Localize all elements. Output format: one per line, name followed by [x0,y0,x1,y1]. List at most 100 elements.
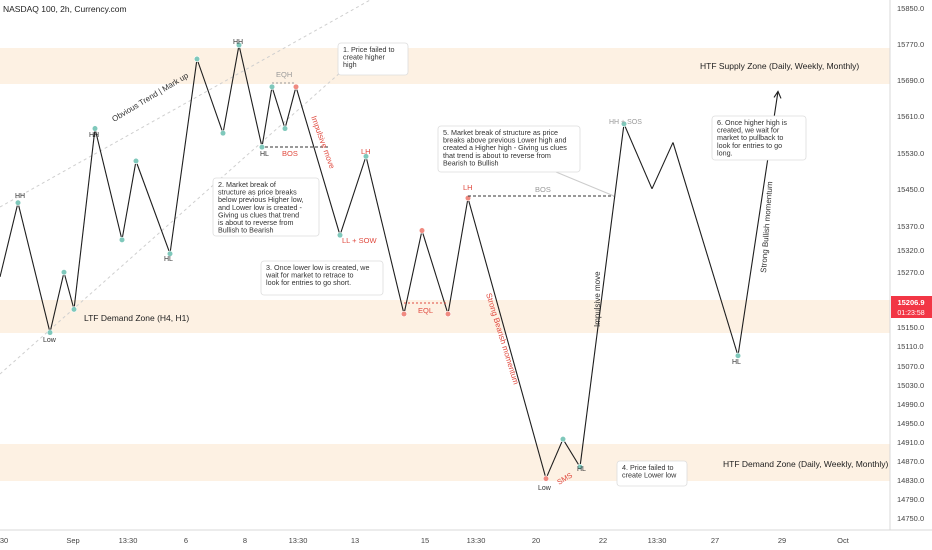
note-line: 2. Market break of [218,180,276,189]
swing-point [91,125,99,132]
note-line: 3. Once lower low is created, we [266,263,369,272]
time-tick: 13:30 [119,536,138,545]
price-segment [295,86,341,236]
htf-supply-zone-label: HTF Supply Zone (Daily, Weekly, Monthly) [700,61,859,71]
note-line: that trend is about to reverse from [443,151,551,160]
swing-point [268,83,276,90]
swing-point [46,329,54,336]
swing-point [292,83,300,90]
note-line: is about to reverse from [218,218,294,227]
price-segment [169,58,198,254]
price-segment [339,156,367,236]
note-box [616,460,688,487]
time-tick: 13 [351,536,359,545]
note-line: market to pullback to [717,133,783,142]
price-tick: 15450.0 [897,185,924,194]
swing-point [400,310,408,318]
swing-point [362,153,370,160]
price-tick: 14910.0 [897,438,924,447]
price-tick: 15070.0 [897,362,924,371]
price-segment [672,142,739,356]
trend-channel-lower [0,47,369,375]
note-line: below previous Higher low, [218,195,304,204]
price-segment [73,128,96,310]
swing-point [60,269,68,276]
time-tick: 30 [0,536,8,545]
note-line: wait for market to retrace to [265,271,353,280]
swing-point [258,143,266,151]
note-line: high [343,60,357,69]
note-line: create Lower low [622,471,677,480]
label-hh-sos: HH + SOS [609,119,642,126]
price-segment [196,58,224,134]
price-segment [365,156,405,315]
label-lh-2: LH [463,183,473,192]
price-segment [0,202,19,278]
price-tick: 15850.0 [897,4,924,13]
impulsive-move-label-2: Impulsive move [593,271,602,327]
ltf-demand-zone-label: LTF Demand Zone (H4, H1) [84,313,189,323]
note-line: Giving us clues that trend [218,210,299,219]
price-tick: 15530.0 [897,149,924,158]
label-hl-1: HL [164,256,173,263]
note-line: created a Higher high - Giving us clues [443,143,567,152]
swing-point [336,232,344,239]
trend-channel-upper [0,0,372,208]
note-line: 1. Price failed to [343,45,395,54]
swing-point [14,199,22,206]
time-axis-ticks: 30 Sep 13:30 6 8 13:30 13 15 13:30 20 22 13:30 27 29 O… [0,536,850,545]
time-tick: 15 [421,536,429,545]
htf-supply-zone [0,48,890,84]
swing-point [464,194,472,202]
price-segment [17,202,51,333]
price-path-layer [0,41,782,482]
time-tick: 22 [599,536,607,545]
label-hl-3: HL [577,466,586,473]
price-badge [891,296,932,318]
swing-point [118,236,126,243]
swing-point [132,157,140,165]
note-line: created, we wait for [717,126,780,135]
price-segment [238,44,263,148]
swing-point [418,227,426,234]
time-tick: 20 [532,536,540,545]
price-badge-value: 15206.9 [897,298,924,307]
price-tick: 14830.0 [897,476,924,485]
price-segment [447,197,469,315]
swing-point [542,475,550,482]
swing-point [235,41,243,49]
chart-title: NASDAQ 100, 2h, Currency.com [3,4,127,14]
price-segment [651,142,674,190]
price-segment [63,272,75,310]
note-line: Bearish to Bullish [443,158,499,167]
note-line: create higher [343,53,386,62]
note-box [437,125,581,173]
price-segment [271,86,286,129]
price-tick: 15610.0 [897,112,924,121]
time-tick: 29 [778,536,786,545]
price-tick: 15110.0 [897,342,924,351]
time-tick: 8 [243,536,247,545]
label-ll-sow: LL + SOW [342,236,377,245]
price-segment [421,230,449,315]
price-tick: 14990.0 [897,400,924,409]
label-hh-2: HH [89,132,99,139]
time-tick: 6 [184,536,188,545]
price-tick: 15150.0 [897,323,924,332]
htf-demand-zone-label: HTF Demand Zone (Daily, Weekly, Monthly) [723,459,888,469]
note5-connector [555,171,615,197]
time-tick: 13:30 [467,536,486,545]
note-5: 5. Market break of structure as pricebre… [437,125,581,173]
price-segment [545,438,564,479]
price-tick: 14750.0 [897,514,924,523]
note-line: 5. Market break of structure as price [443,128,558,137]
impulsive-move-label-1: Impulsive move [309,115,337,171]
time-tick: Oct [837,536,850,545]
